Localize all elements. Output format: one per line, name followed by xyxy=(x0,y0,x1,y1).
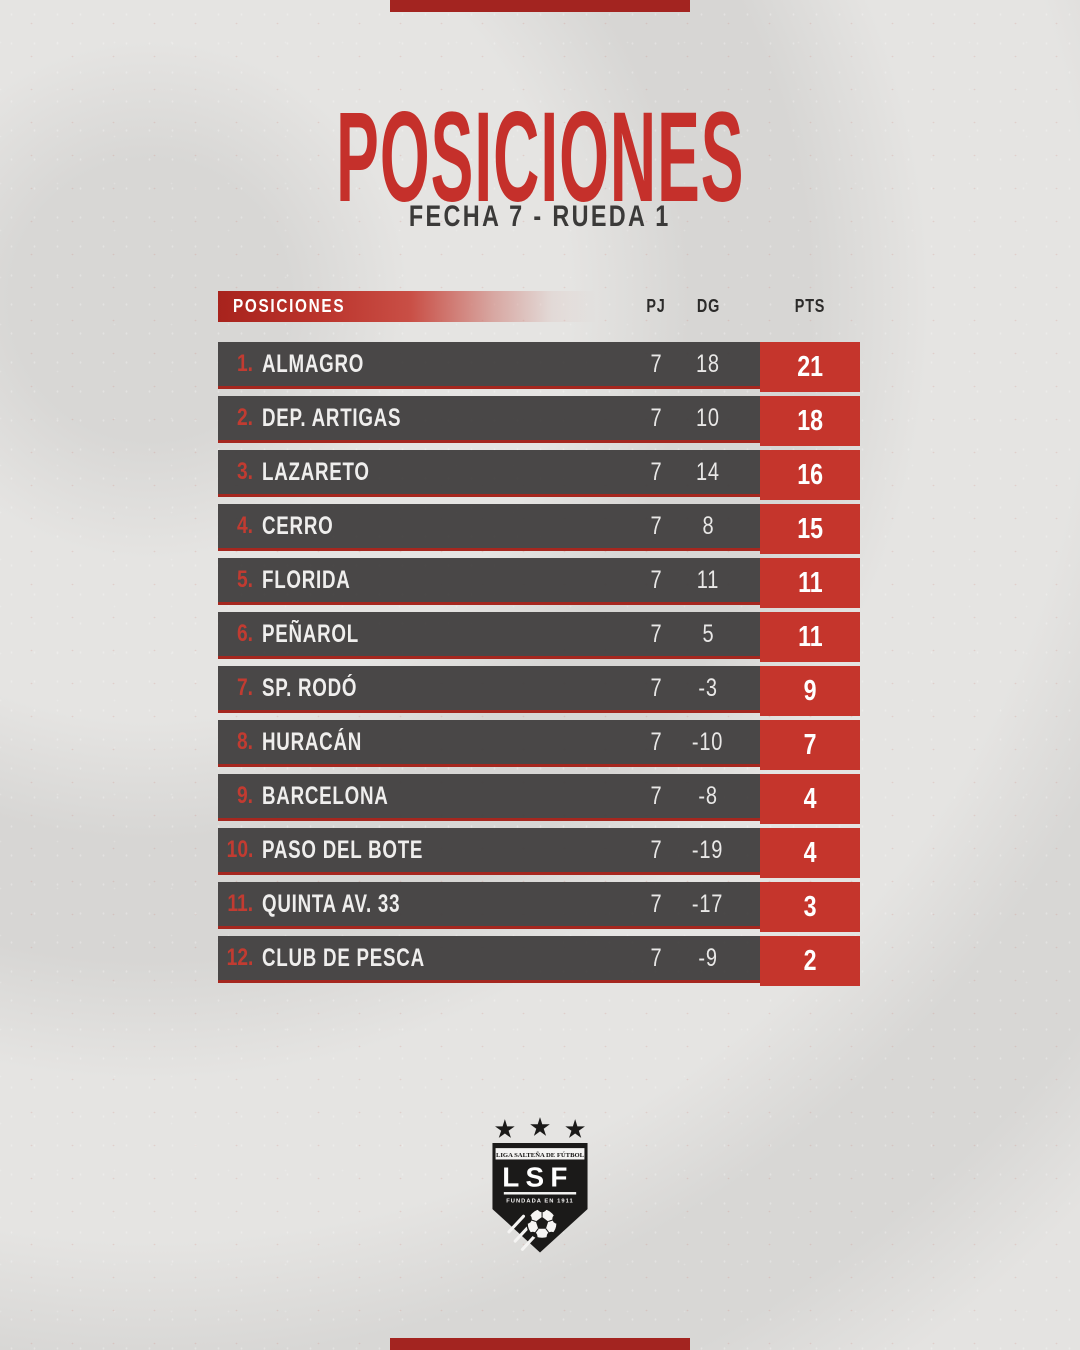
table-row: 8. HURACÁN 7 -10 7 xyxy=(218,720,860,770)
table-header-label: POSICIONES xyxy=(233,296,346,316)
pj-cell: 7 xyxy=(650,889,662,918)
pts-badge: 4 xyxy=(760,774,860,824)
pj-cell: 7 xyxy=(650,349,662,378)
page-subtitle: FECHA 7 - RUEDA 1 xyxy=(409,200,671,233)
pj-cell: 7 xyxy=(650,619,662,648)
star-icon xyxy=(530,1117,550,1136)
pj-cell: 7 xyxy=(650,835,662,864)
team-name-cell: CERRO xyxy=(262,511,334,540)
rank-cell: 4. xyxy=(236,512,253,539)
rank-cell: 12. xyxy=(226,944,253,971)
pts-badge: 9 xyxy=(760,666,860,716)
founded-text: FUNDADA EN 1911 xyxy=(506,1198,574,1204)
pj-cell: 7 xyxy=(650,457,662,486)
table-row: 12. CLUB DE PESCA 7 -9 2 xyxy=(218,936,860,986)
pj-cell: 7 xyxy=(650,403,662,432)
rank-cell: 3. xyxy=(236,458,253,485)
rank-cell: 10. xyxy=(226,836,253,863)
table-row: 1. ALMAGRO 7 18 21 xyxy=(218,342,860,392)
table-row: 6. PEÑAROL 7 5 11 xyxy=(218,612,860,662)
league-acronym: LSF xyxy=(502,1161,573,1192)
column-header-dg: DG xyxy=(696,296,720,316)
pts-badge: 11 xyxy=(760,612,860,662)
dg-cell: 14 xyxy=(696,457,720,486)
team-name-cell: ALMAGRO xyxy=(262,349,365,378)
dg-cell: -17 xyxy=(692,889,724,918)
pj-cell: 7 xyxy=(650,781,662,810)
rank-cell: 9. xyxy=(236,782,253,809)
table-row: 9. BARCELONA 7 -8 4 xyxy=(218,774,860,824)
rank-cell: 1. xyxy=(236,350,253,377)
team-name-cell: QUINTA AV. 33 xyxy=(262,889,401,918)
league-name: LIGA SALTEÑA DE FÚTBOL xyxy=(496,1151,585,1159)
acronym-underline xyxy=(503,1192,577,1195)
team-name-cell: DEP. ARTIGAS xyxy=(262,403,402,432)
dg-cell: -19 xyxy=(692,835,724,864)
table-header: POSICIONES PJ DG PTS xyxy=(218,291,860,322)
pts-badge: 11 xyxy=(760,558,860,608)
table-row: 7. SP. RODÓ 7 -3 9 xyxy=(218,666,860,716)
top-accent-bar xyxy=(390,0,690,12)
pj-cell: 7 xyxy=(650,727,662,756)
column-header-pj: PJ xyxy=(646,296,666,316)
table-row: 10. PASO DEL BOTE 7 -19 4 xyxy=(218,828,860,878)
dg-cell: 8 xyxy=(702,511,714,540)
pts-badge: 15 xyxy=(760,504,860,554)
team-name-cell: PASO DEL BOTE xyxy=(262,835,424,864)
star-icon xyxy=(565,1119,585,1138)
dg-cell: -8 xyxy=(698,781,718,810)
pj-cell: 7 xyxy=(650,565,662,594)
rank-cell: 8. xyxy=(236,728,253,755)
pts-badge: 21 xyxy=(760,342,860,392)
pts-badge: 4 xyxy=(760,828,860,878)
dg-cell: -3 xyxy=(698,673,718,702)
pj-cell: 7 xyxy=(650,673,662,702)
team-name-cell: HURACÁN xyxy=(262,727,363,756)
pts-badge: 18 xyxy=(760,396,860,446)
rank-cell: 5. xyxy=(236,566,253,593)
pts-badge: 3 xyxy=(760,882,860,932)
soccer-ball-icon xyxy=(526,1207,558,1240)
team-name-cell: CLUB DE PESCA xyxy=(262,943,425,972)
team-name-cell: FLORIDA xyxy=(262,565,351,594)
pts-badge: 7 xyxy=(760,720,860,770)
dg-cell: -9 xyxy=(698,943,718,972)
column-header-pts: PTS xyxy=(794,296,826,316)
league-name-band xyxy=(495,1148,585,1160)
team-name-cell: LAZARETO xyxy=(262,457,370,486)
bottom-accent-bar xyxy=(390,1338,690,1350)
star-icon xyxy=(495,1119,515,1138)
table-row: 5. FLORIDA 7 11 11 xyxy=(218,558,860,608)
dg-cell: 11 xyxy=(696,565,720,594)
standings-rows: 1. ALMAGRO 7 18 21 2. DEP. ARTIGAS 7 10 … xyxy=(218,342,860,986)
pts-badge: 2 xyxy=(760,936,860,986)
pj-cell: 7 xyxy=(650,943,662,972)
rank-cell: 6. xyxy=(236,620,253,647)
table-row: 2. DEP. ARTIGAS 7 10 18 xyxy=(218,396,860,446)
page-title: POSICIONES xyxy=(335,86,745,229)
dg-cell: 10 xyxy=(696,403,720,432)
rank-cell: 7. xyxy=(236,674,253,701)
rank-cell: 2. xyxy=(236,404,253,431)
dg-cell: -10 xyxy=(692,727,724,756)
pj-cell: 7 xyxy=(650,511,662,540)
pts-badge: 16 xyxy=(760,450,860,500)
table-row: 3. LAZARETO 7 14 16 xyxy=(218,450,860,500)
team-name-cell: SP. RODÓ xyxy=(262,673,358,702)
rank-cell: 11. xyxy=(227,890,253,917)
standings-table: POSICIONES PJ DG PTS 1. ALMAGRO 7 18 21 … xyxy=(218,291,860,990)
table-row: 11. QUINTA AV. 33 7 -17 3 xyxy=(218,882,860,932)
team-name-cell: PEÑAROL xyxy=(262,619,359,648)
table-row: 4. CERRO 7 8 15 xyxy=(218,504,860,554)
team-name-cell: BARCELONA xyxy=(262,781,389,810)
league-logo: LIGA SALTEÑA DE FÚTBOL LSF FUNDADA EN 19… xyxy=(478,1116,602,1266)
dg-cell: 5 xyxy=(702,619,714,648)
dg-cell: 18 xyxy=(696,349,720,378)
